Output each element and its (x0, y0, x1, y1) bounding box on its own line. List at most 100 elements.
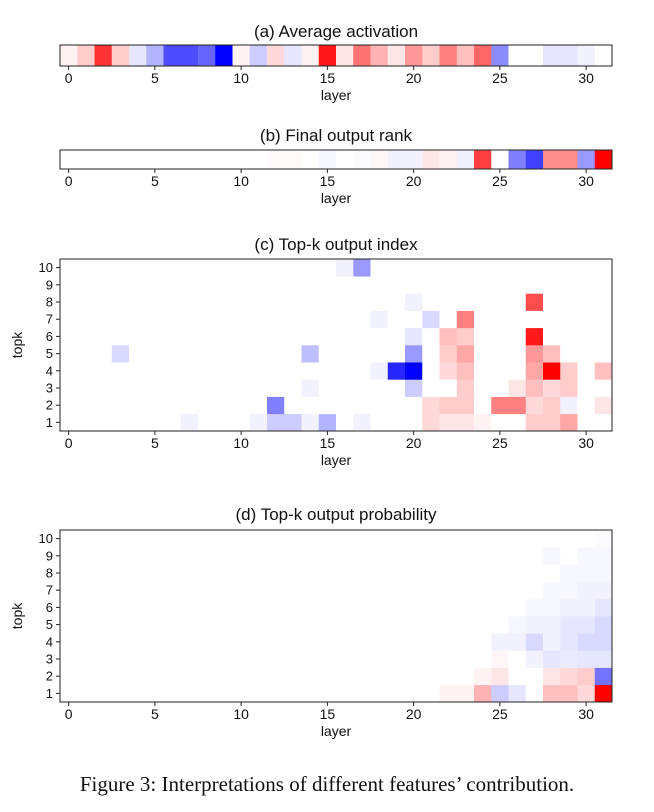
panel-c-cell-r9-c2 (94, 276, 113, 294)
panel-d-cell-r2-c25 (491, 667, 509, 686)
panel-d-cell-r4-c30 (577, 633, 596, 651)
panel-b-cell-r1-c30 (577, 150, 596, 170)
panel-c-cell-r7-c31 (594, 310, 613, 329)
panel-d-cell-r2-c22 (439, 667, 458, 686)
panel-c-xtick-label-25: 25 (492, 435, 508, 451)
panel-d-cell-r1-c28 (543, 684, 561, 703)
panel-d-cell-r10-c25 (491, 530, 509, 548)
panel-c-cell-r9-c3 (111, 276, 130, 294)
panel-d-cell-r8-c19 (387, 564, 406, 582)
panel-c-cell-r7-c16 (336, 310, 354, 329)
panel-c-cell-r8-c8 (198, 293, 216, 311)
panel-d-cell-r9-c8 (198, 547, 216, 565)
panel-c-xtick-label-5: 5 (151, 435, 159, 451)
panel-a-cell-r1-c6 (163, 45, 182, 67)
panel-b-xtick-label-0: 0 (65, 173, 73, 189)
panel-c-cell-r5-c19 (387, 345, 406, 363)
panel-d-cell-r6-c8 (198, 598, 216, 617)
panel-d-cell-r4-c4 (129, 633, 147, 651)
panel-c-cell-r5-c14 (301, 345, 320, 363)
panel-c-cell-r6-c5 (146, 327, 164, 346)
panel-d-cell-r3-c14 (301, 650, 320, 668)
panel-d-cell-r1-c24 (474, 684, 492, 703)
panel-d-cell-r6-c16 (336, 598, 354, 617)
panel-c-cell-r1-c23 (456, 413, 475, 432)
panel-d-cell-r3-c25 (491, 650, 509, 668)
panel-c-ytick-label-9: 9 (46, 277, 53, 292)
panel-d-cell-r6-c15 (318, 598, 337, 617)
panel-c-xlabel: layer (321, 452, 352, 468)
panel-c-cell-r10-c30 (577, 259, 596, 277)
panel-d-xtick-label-30: 30 (578, 706, 594, 722)
panel-c-cell-r9-c17 (353, 276, 371, 294)
panel-c-cell-r4-c13 (284, 362, 302, 380)
panel-c-cell-r6-c27 (525, 327, 544, 346)
panel-c-cell-r10-c15 (318, 259, 337, 277)
panel-c-cell-r2-c6 (163, 396, 182, 415)
panel-d-cell-r9-c15 (318, 547, 337, 565)
panel-d-ytick-label-1: 1 (46, 686, 53, 701)
panel-d-cell-r9-c18 (370, 547, 389, 565)
panel-b-cell-r1-c7 (180, 150, 199, 170)
panel-c-cell-r2-c7 (180, 396, 199, 415)
panel-c-cell-r7-c8 (198, 310, 216, 329)
panel-d-cell-r7-c22 (439, 581, 458, 600)
panel-d-frame (59, 529, 613, 703)
panel-b-xtick-label-25: 25 (492, 173, 508, 189)
panel-d-cell-r10-c15 (318, 530, 337, 548)
panel-c-cell-r5-c23 (456, 345, 475, 363)
panel-d-xtick-label-0: 0 (65, 706, 73, 722)
panel-d-cell-r4-c27 (525, 633, 544, 651)
panel-d-cell-r7-c11 (249, 581, 268, 600)
panel-d-cell-r1-c5 (146, 684, 164, 703)
panel-b-cell-r1-c18 (370, 150, 389, 170)
panel-d-cell-r8-c4 (129, 564, 147, 582)
panel-b-xlabel: layer (321, 190, 352, 206)
panel-c-cell-r1-c19 (387, 413, 406, 432)
panel-c-cell-r1-c9 (215, 413, 233, 432)
panel-b-cell-r1-c3 (111, 150, 130, 170)
panel-c-cell-r4-c18 (370, 362, 389, 380)
panel-d-cell-r6-c1 (77, 598, 95, 617)
panel-d-cell-r10-c1 (77, 530, 95, 548)
panel-c-cell-r5-c7 (180, 345, 199, 363)
panel-d-cell-r6-c19 (387, 598, 406, 617)
panel-c-cell-r3-c3 (111, 379, 130, 397)
panel-d-cell-r5-c9 (215, 616, 233, 634)
panel-d-cell-r6-c20 (405, 598, 423, 617)
panel-a-cell-r1-c27 (525, 45, 544, 67)
panel-c-cell-r4-c16 (336, 362, 354, 380)
panel-d-cell-r5-c21 (422, 616, 440, 634)
panel-c-cell-r10-c5 (146, 259, 164, 277)
panel-d-cell-r3-c31 (594, 650, 613, 668)
panel-c-cell-r10-c20 (405, 259, 423, 277)
panel-a-cell-r1-c5 (146, 45, 164, 67)
panel-d-cell-r10-c31 (594, 530, 613, 548)
panel-c-cell-r2-c16 (336, 396, 354, 415)
panel-d-cell-r9-c10 (232, 547, 251, 565)
panel-c-cell-r3-c17 (353, 379, 371, 397)
panel-d-cell-r2-c11 (249, 667, 268, 686)
panel-c-cell-r6-c19 (387, 327, 406, 346)
panel-c-cell-r8-c17 (353, 293, 371, 311)
panel-a-title: (a) Average activation (254, 22, 418, 41)
panel-a-xtick-label-0: 0 (65, 70, 73, 86)
panel-d-cell-r7-c26 (508, 581, 527, 600)
panel-d-cell-r10-c17 (353, 530, 371, 548)
panel-d-cell-r5-c24 (474, 616, 492, 634)
panel-b-title: (b) Final output rank (260, 126, 413, 145)
panel-d-cell-r5-c6 (163, 616, 182, 634)
panel-c-cell-r5-c8 (198, 345, 216, 363)
panel-d-cell-r7-c12 (267, 581, 285, 600)
panel-c-cell-r5-c10 (232, 345, 251, 363)
panel-a-xtick-label-10: 10 (233, 70, 249, 86)
panel-b-cell-r1-c29 (560, 150, 578, 170)
panel-c-cell-r3-c5 (146, 379, 164, 397)
panel-c-cell-r10-c19 (387, 259, 406, 277)
panel-d-cell-r2-c28 (543, 667, 561, 686)
panel-c-cell-r5-c24 (474, 345, 492, 363)
panel-d-cell-r6-c0 (60, 598, 78, 617)
panel-a-cell-r1-c3 (111, 45, 130, 67)
panel-c-cell-r8-c1 (77, 293, 95, 311)
panel-d-cell-r7-c8 (198, 581, 216, 600)
